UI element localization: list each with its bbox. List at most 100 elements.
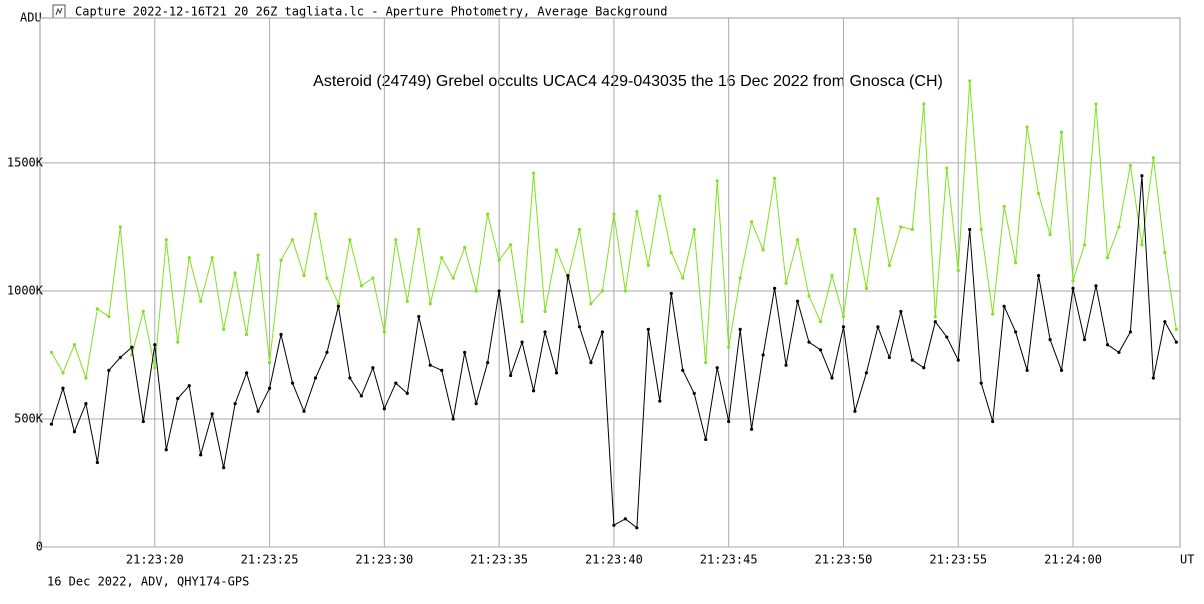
data-point [1059,368,1064,372]
data-point [118,225,122,229]
y-tick-label: 1500K [7,155,44,169]
data-point [612,212,616,216]
data-point [784,281,788,285]
data-point [1014,330,1018,334]
data-point [486,361,490,365]
data-point [428,302,432,306]
data-point [979,381,983,385]
data-point [681,276,685,280]
data-point [371,366,375,370]
data-point [566,273,570,278]
data-point [818,320,823,324]
data-point [554,248,559,252]
data-point [520,340,524,344]
data-point [531,389,536,393]
data-point [371,276,375,280]
data-point [141,419,145,424]
data-point [256,409,260,413]
data-point [853,227,857,232]
data-point [49,422,54,426]
data-point [325,350,329,355]
data-point [658,194,662,198]
data-point [176,396,180,401]
data-point [210,412,214,416]
data-point [1105,343,1110,347]
window-icon-graph [55,7,63,16]
data-point [486,212,490,216]
chart-title: Asteroid (24749) Grebel occults UCAC4 42… [313,73,943,90]
data-point [141,309,145,314]
data-point [199,299,203,303]
data-point [589,302,593,306]
x-tick-label: 21:23:45 [700,553,758,567]
data-point [727,345,731,349]
data-point [394,238,398,242]
data-point [727,419,731,424]
data-point [991,312,995,316]
data-point [876,197,880,201]
data-point [279,332,283,337]
data-point [589,361,593,365]
data-point [509,373,513,378]
data-point [348,238,352,242]
data-point [635,526,639,530]
data-point [1174,340,1178,344]
data-point [531,171,536,175]
data-point [933,320,937,324]
data-point [72,343,77,347]
data-point [164,238,168,242]
data-point [95,460,99,465]
data-point [509,243,513,247]
data-point [61,386,65,390]
data-point [612,523,616,527]
data-point [1014,261,1018,265]
data-point [864,371,869,375]
data-point [61,371,65,375]
data-point [153,366,157,370]
data-point [669,250,673,255]
data-point [428,363,432,367]
y-tick-label: 0 [36,540,43,554]
data-point [267,361,272,365]
data-point [738,276,742,280]
data-point [968,79,972,83]
x-tick-label: 21:23:25 [241,553,299,567]
data-point [750,427,754,431]
data-point [738,327,742,331]
data-point [245,332,249,337]
data-point [348,376,352,380]
data-point [84,376,88,380]
data-point [600,289,605,293]
data-point [1174,327,1178,331]
data-point [279,258,283,262]
data-point [1151,376,1155,380]
data-point [715,366,719,370]
x-tick-label: 21:23:50 [815,553,873,567]
data-point [267,386,272,390]
data-point [210,256,214,260]
data-point [922,102,926,106]
data-point [715,179,719,183]
data-point [864,286,869,290]
data-point [107,314,111,319]
data-point [784,363,788,367]
data-point [245,371,249,375]
data-point [451,417,455,421]
data-point [910,227,914,232]
data-point [1071,279,1075,283]
data-point [692,391,696,395]
data-point [635,209,639,214]
data-point [704,361,708,365]
data-point [646,263,650,267]
data-point [945,166,949,170]
x-tick-label: 21:23:20 [126,553,184,567]
data-point [1059,130,1064,134]
data-point [1117,350,1121,355]
data-point [72,430,77,434]
data-point [164,448,168,452]
data-point [1094,284,1098,288]
data-point [1128,163,1133,168]
data-point [359,284,363,288]
data-point [463,350,467,355]
